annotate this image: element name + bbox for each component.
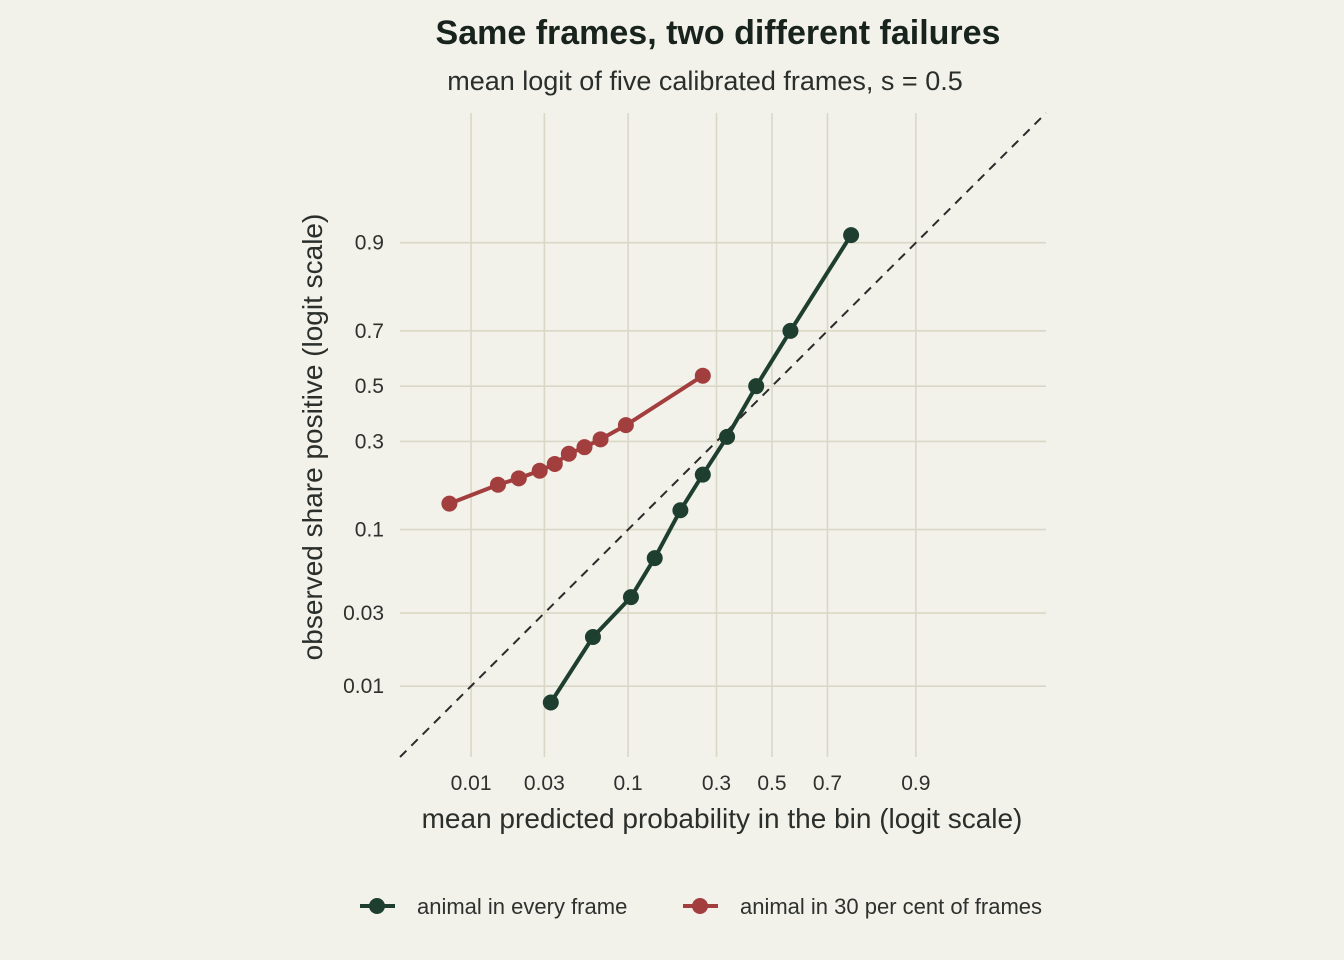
series-2 [441, 367, 711, 512]
x-tick-label: 0.5 [757, 772, 786, 795]
data-point [672, 502, 689, 519]
series-layer [441, 227, 860, 711]
data-point [843, 227, 860, 244]
y-tick-label: 0.3 [355, 430, 384, 453]
x-tick-label: 0.3 [702, 772, 731, 795]
x-tick-label: 0.9 [901, 772, 930, 795]
data-point [542, 694, 559, 711]
series-line [548, 233, 854, 705]
data-point [584, 628, 601, 645]
x-tick-label: 0.7 [813, 772, 842, 795]
data-point [510, 470, 527, 487]
data-point [441, 495, 458, 512]
data-point [576, 439, 593, 456]
data-point [531, 462, 548, 479]
data-point [622, 589, 639, 606]
x-tick-label: 0.03 [524, 772, 565, 795]
data-point [592, 431, 609, 448]
data-point [748, 378, 765, 395]
legend: animal in every frame animal in 30 per ce… [360, 894, 1042, 919]
series-1 [542, 227, 860, 711]
chart-subtitle: mean logit of five calibrated frames, s … [447, 66, 963, 96]
data-point [646, 550, 663, 567]
grid-lines [400, 113, 1046, 757]
legend-marker [369, 898, 385, 914]
x-tick-label: 0.01 [451, 772, 492, 795]
data-point [560, 445, 577, 462]
data-point [489, 476, 506, 493]
tick-labels: 0.01 0.03 0.1 0.3 0.5 0.7 0.9 0.01 0.03 0.1 0.3 0.5… [343, 232, 930, 795]
data-point [782, 322, 799, 339]
y-tick-label: 0.5 [355, 375, 384, 398]
chart-title: Same frames, two different failures [436, 14, 1001, 52]
data-point [694, 367, 711, 384]
y-tick-label: 0.9 [355, 232, 384, 255]
data-point [546, 455, 563, 472]
data-point [719, 428, 736, 445]
y-axis-label: observed share positive (logit scale) [297, 214, 328, 661]
legend-label: animal in every frame [417, 894, 627, 919]
data-point [694, 466, 711, 483]
x-axis-label: mean predicted probability in the bin (l… [422, 803, 1023, 834]
legend-marker [692, 898, 708, 914]
y-tick-label: 0.03 [343, 602, 384, 625]
legend-item-2: animal in 30 per cent of frames [683, 894, 1042, 919]
legend-label: animal in 30 per cent of frames [740, 894, 1042, 919]
y-tick-label: 0.1 [355, 519, 384, 542]
y-tick-label: 0.01 [343, 675, 384, 698]
data-point [617, 417, 634, 434]
series-line [447, 373, 705, 506]
y-tick-label: 0.7 [355, 320, 384, 343]
x-tick-label: 0.1 [613, 772, 642, 795]
legend-item-1: animal in every frame [360, 894, 627, 919]
